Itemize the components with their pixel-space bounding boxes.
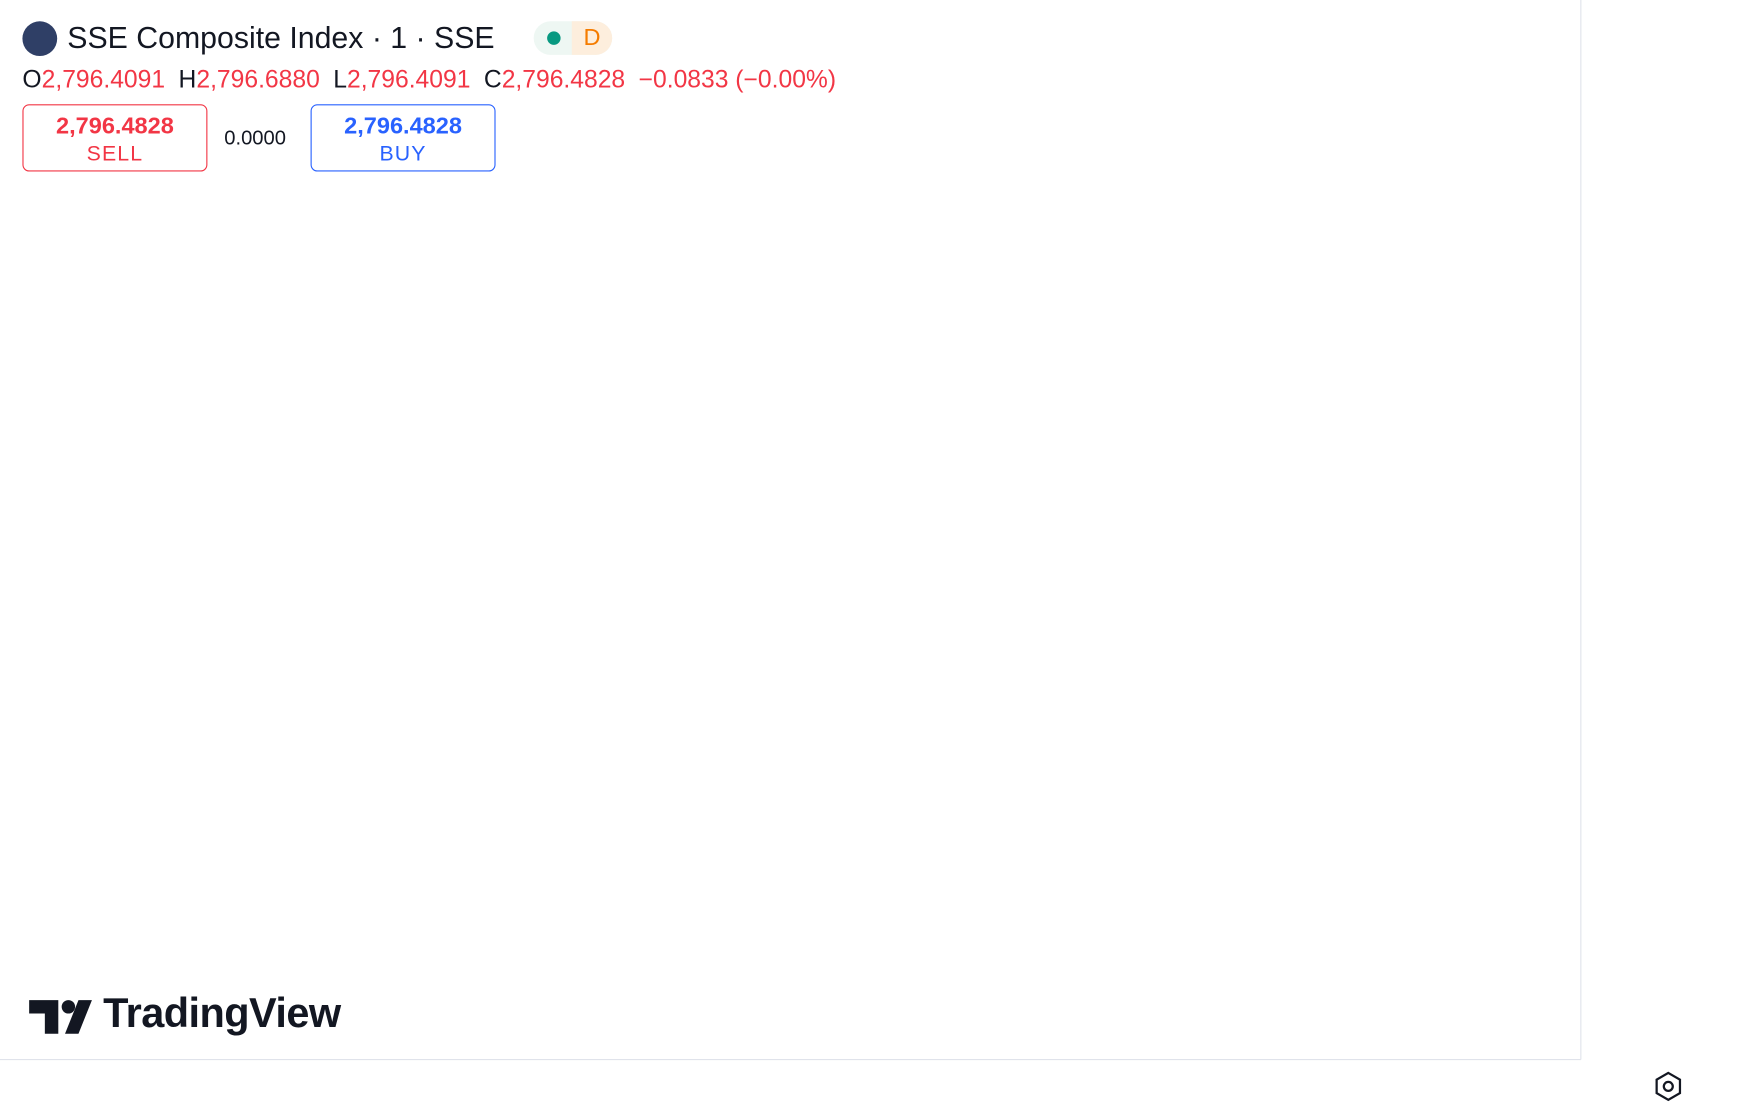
logo-part (29, 1000, 59, 1034)
logo-part (65, 1000, 92, 1034)
buy-label: BUY (379, 142, 427, 166)
symbol-title[interactable]: SSE Composite Index · 1 · SSE (67, 21, 495, 55)
market-status-dot (547, 31, 561, 45)
sell-label: SELL (86, 142, 144, 166)
open-label: O (22, 65, 42, 94)
change-value: −0.0833 (−0.00%) (638, 65, 837, 94)
settings-dot[interactable] (1662, 1080, 1674, 1093)
settings-hex[interactable] (1655, 1071, 1682, 1102)
open-value: 2,796.4091 (41, 65, 166, 94)
close-label: C (483, 65, 502, 94)
buy-price: 2,796.4828 (344, 113, 462, 140)
low-value: 2,796.4091 (346, 65, 471, 94)
status-badge[interactable]: D (533, 21, 613, 55)
brand-name[interactable]: TradingView (103, 989, 341, 1036)
sell-price: 2,796.4828 (55, 113, 174, 140)
sell-button[interactable]: 2,796.4828 SELL (22, 104, 208, 172)
spread: 0.0000 (224, 126, 286, 150)
ohlc-legend: O 2,796.4091 H 2,796.6880 L 2,796.4091 C 2,7… (22, 65, 849, 94)
high-value: 2,796.6880 (196, 65, 320, 94)
symbol-icon (22, 21, 58, 57)
close-value: 2,796.4828 (501, 65, 626, 94)
buy-button[interactable]: 2,796.4828 BUY (310, 104, 496, 172)
logo-part (61, 1000, 76, 1014)
high-label: H (178, 65, 197, 94)
settings-icon[interactable] (1655, 1071, 1682, 1102)
brand-logo (29, 1000, 92, 1034)
interval-badge: D (571, 21, 613, 55)
low-label: L (333, 65, 347, 94)
